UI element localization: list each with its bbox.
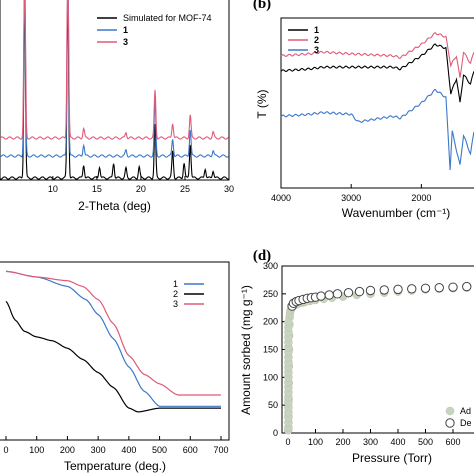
- y-tick-label: 100: [263, 372, 278, 382]
- desorption-point: [393, 284, 403, 295]
- x-tick-label: 2000: [411, 193, 431, 203]
- x-tick-label: 100: [308, 437, 323, 447]
- desorption-point: [354, 286, 365, 297]
- legend-marker: [445, 406, 455, 416]
- x-tick-label: 600: [183, 445, 198, 455]
- legend-label: 3: [314, 45, 319, 55]
- ir-series-line: [280, 43, 474, 103]
- x-axis-label: Temperature (deg.): [64, 459, 166, 473]
- legend-label: Ad: [460, 406, 471, 416]
- tga-series-line: [5, 270, 221, 396]
- desorption-point: [407, 284, 417, 294]
- x-tick-label: 0: [285, 437, 290, 447]
- pxrd-series-line: [0, 0, 229, 140]
- legend-label: 1: [123, 25, 128, 35]
- legend-label: 1: [314, 25, 319, 35]
- x-tick-label: 200: [60, 445, 75, 455]
- x-tick-label: 3000: [341, 193, 361, 203]
- y-tick-label: 150: [263, 345, 278, 355]
- legend-marker: [445, 418, 455, 428]
- x-tick-label: 400: [121, 445, 136, 455]
- y-tick-label: 50: [268, 400, 278, 410]
- desorption-point: [462, 281, 472, 292]
- panel-label-b: (b): [253, 0, 271, 12]
- x-tick-label: 10: [48, 184, 58, 194]
- panel-label-d: (d): [253, 248, 271, 264]
- y-tick-label: 300: [263, 261, 278, 271]
- y-tick-label: 200: [263, 317, 278, 327]
- y-axis-label: Amount sorbed (mg g⁻¹): [239, 285, 253, 415]
- x-tick-label: 600: [445, 437, 460, 447]
- desorption-point: [343, 288, 354, 298]
- panel-b-frame: [280, 17, 474, 189]
- desorption-point: [420, 283, 431, 293]
- desorption-point: [324, 290, 334, 300]
- x-tick-label: 300: [363, 437, 378, 447]
- panel-d-frame: [281, 265, 474, 434]
- legend-label: 3: [173, 299, 178, 309]
- legend-label: Simulated for MOF-74: [123, 13, 212, 23]
- desorption-point: [448, 282, 458, 292]
- x-tick-label: 30: [224, 184, 234, 194]
- adsorption-point: [284, 317, 293, 327]
- x-axis-label: Wavenumber (cm⁻¹): [342, 206, 451, 220]
- x-tick-label: 500: [152, 445, 167, 455]
- x-tick-label: 4000: [271, 193, 291, 203]
- x-axis-label: Pressure (Torr): [352, 451, 432, 465]
- tga-series-line: [5, 270, 221, 407]
- x-tick-label: 200: [335, 437, 350, 447]
- y-tick-label: 250: [263, 289, 278, 299]
- legend-label: 2: [314, 35, 319, 45]
- ir-series-line: [280, 32, 474, 78]
- x-tick-label: 0: [3, 445, 8, 455]
- legend-label: 2: [173, 289, 178, 299]
- x-tick-label: 20: [136, 184, 146, 194]
- legend-label: De: [460, 418, 472, 428]
- x-axis-label: 2-Theta (deg): [78, 199, 151, 213]
- desorption-point: [332, 289, 343, 299]
- panel-c-frame: [0, 261, 230, 441]
- desorption-point: [365, 285, 376, 296]
- ir-series-line: [280, 88, 474, 171]
- x-tick-label: 25: [180, 184, 190, 194]
- x-tick-label: 700: [213, 445, 228, 455]
- tga-series-line: [5, 300, 221, 413]
- x-tick-label: 300: [91, 445, 106, 455]
- legend-label: 1: [173, 279, 178, 289]
- pxrd-series-line: [0, 0, 229, 180]
- y-axis-label: T (%): [255, 89, 269, 118]
- desorption-point: [379, 285, 389, 295]
- y-tick-label: 0: [273, 428, 278, 438]
- x-tick-label: 100: [29, 445, 44, 455]
- desorption-point: [316, 291, 326, 301]
- pxrd-series-line: [0, 0, 229, 158]
- x-tick-label: 15: [92, 184, 102, 194]
- x-tick-label: 500: [418, 437, 433, 447]
- x-tick-label: 400: [390, 437, 405, 447]
- legend-label: 3: [123, 37, 128, 47]
- panel-a-frame: [0, 0, 230, 181]
- desorption-point: [434, 283, 444, 293]
